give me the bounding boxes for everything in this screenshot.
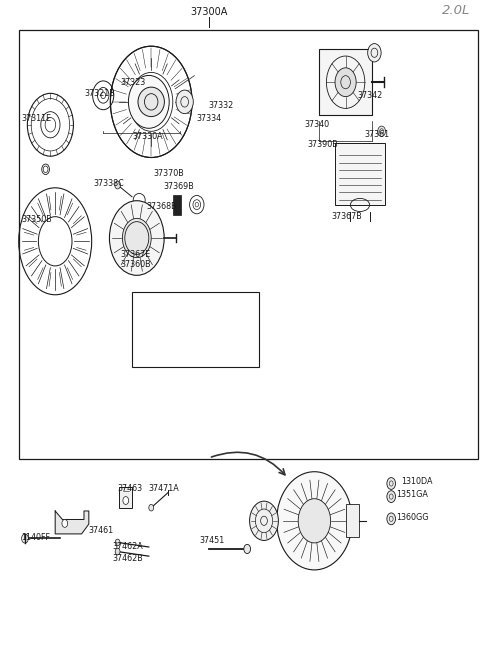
Circle shape <box>122 218 151 257</box>
Bar <box>319 50 372 115</box>
Text: 37342: 37342 <box>358 91 383 100</box>
Circle shape <box>250 501 278 540</box>
Circle shape <box>115 548 120 555</box>
Text: 37360B: 37360B <box>120 260 151 269</box>
Text: 37369B: 37369B <box>163 183 194 191</box>
Circle shape <box>335 68 356 97</box>
Circle shape <box>387 513 396 525</box>
Text: 37461: 37461 <box>89 526 114 535</box>
Text: 37350B: 37350B <box>22 215 52 224</box>
Ellipse shape <box>276 472 352 570</box>
Circle shape <box>378 126 385 136</box>
Text: 37471A: 37471A <box>149 483 180 493</box>
Circle shape <box>115 181 120 189</box>
Bar <box>119 487 132 508</box>
Text: 37370B: 37370B <box>154 170 184 178</box>
Text: 37462B: 37462B <box>113 553 144 563</box>
Text: 37321B: 37321B <box>84 89 115 98</box>
Text: 37368B: 37368B <box>146 202 177 211</box>
Bar <box>19 30 478 458</box>
Circle shape <box>176 90 193 113</box>
Text: 37361: 37361 <box>365 130 390 139</box>
Text: 37323: 37323 <box>120 78 145 86</box>
Text: 1351GA: 1351GA <box>396 490 428 499</box>
Circle shape <box>62 519 68 527</box>
Text: 37451: 37451 <box>199 536 225 545</box>
Circle shape <box>115 539 120 546</box>
Circle shape <box>387 491 396 502</box>
Text: 37338C: 37338C <box>94 179 124 188</box>
Ellipse shape <box>129 75 169 128</box>
Circle shape <box>123 496 129 504</box>
Text: 1360GG: 1360GG <box>396 513 429 522</box>
Text: 2.0L: 2.0L <box>442 4 470 17</box>
Text: 37300A: 37300A <box>190 7 228 17</box>
Bar <box>335 143 385 205</box>
Bar <box>346 504 359 537</box>
Text: 37330A: 37330A <box>132 132 163 141</box>
Text: 37463: 37463 <box>118 483 143 493</box>
Text: 1310DA: 1310DA <box>401 477 432 486</box>
Text: 37334: 37334 <box>197 114 222 122</box>
Text: 37332: 37332 <box>209 101 234 109</box>
Circle shape <box>149 504 154 511</box>
Text: 37311E: 37311E <box>22 114 52 122</box>
Text: 37367B: 37367B <box>331 212 362 221</box>
Bar <box>132 291 259 367</box>
Ellipse shape <box>138 87 164 117</box>
Circle shape <box>387 477 396 489</box>
Text: 1140FF: 1140FF <box>22 533 50 542</box>
Circle shape <box>109 200 164 275</box>
Bar <box>173 195 181 215</box>
Text: 37367E: 37367E <box>120 250 150 259</box>
Circle shape <box>244 544 251 553</box>
Circle shape <box>298 498 331 543</box>
Circle shape <box>368 44 381 62</box>
Polygon shape <box>55 511 89 534</box>
Text: 37340: 37340 <box>305 121 330 129</box>
Circle shape <box>22 534 28 543</box>
Text: 37390B: 37390B <box>307 140 338 149</box>
Text: 37462A: 37462A <box>113 542 144 552</box>
